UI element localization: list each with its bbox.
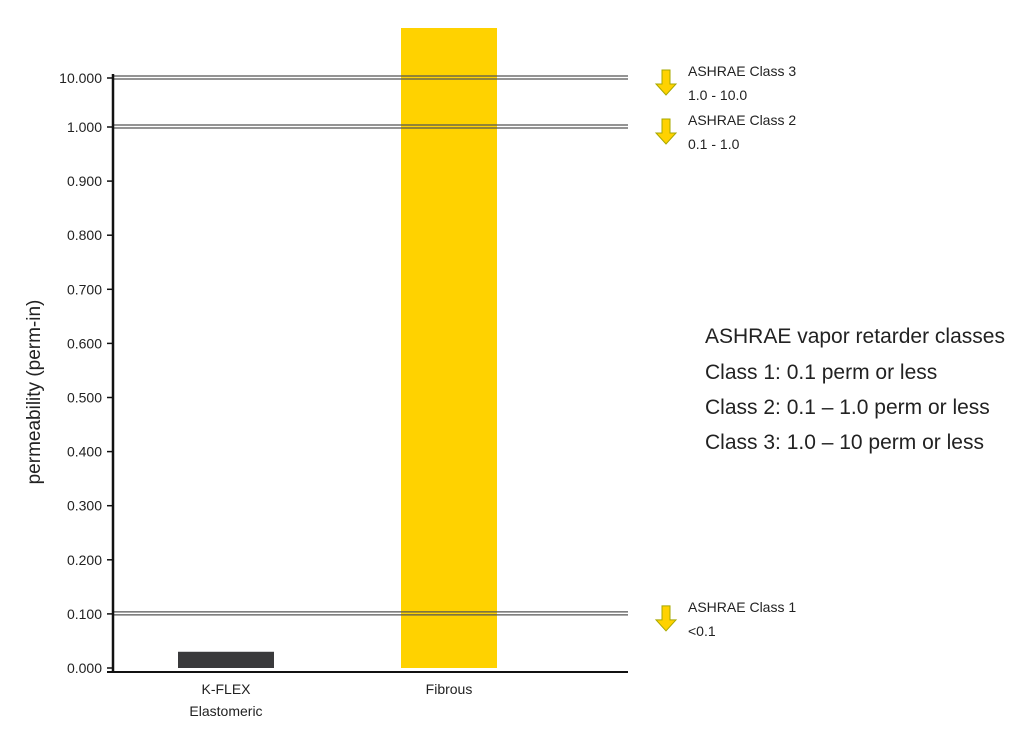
y-tick-label: 0.000 (67, 660, 102, 676)
y-tick-label: 0.900 (67, 173, 102, 189)
bar (178, 651, 274, 668)
bars-layer (178, 28, 497, 668)
y-tick-label: 0.300 (67, 498, 102, 514)
down-arrow-icon (654, 605, 678, 632)
x-tick-label: Elastomeric (189, 703, 262, 719)
y-tick-label: 0.100 (67, 606, 102, 622)
y-tick-label: 0.500 (67, 390, 102, 406)
y-tick-label: 0.400 (67, 444, 102, 460)
notes-line: Class 1: 0.1 perm or less (705, 361, 937, 384)
down-arrow-icon (654, 69, 678, 96)
y-tick-label: 10.000 (59, 70, 102, 86)
axes-layer (107, 74, 628, 673)
y-tick-label: 0.700 (67, 281, 102, 297)
y-tick-label: 1.000 (67, 119, 102, 135)
class-range-label: <0.1 (688, 623, 716, 639)
notes-title: ASHRAE vapor retarder classes (705, 325, 1005, 348)
class-name-label: ASHRAE Class 1 (688, 599, 796, 615)
labels-layer: K-FLEX Elastomeric Fibrous ASHRAE Class 1 <0… (59, 63, 796, 719)
y-tick-label: 0.200 (67, 552, 102, 568)
x-tick-label: Fibrous (426, 681, 473, 697)
class-range-label: 1.0 - 10.0 (688, 87, 747, 103)
x-tick-label: K-FLEX (201, 681, 251, 697)
notes-line: Class 2: 0.1 – 1.0 perm or less (705, 396, 990, 419)
y-tick-label: 0.600 (67, 335, 102, 351)
ashrae-notes: ASHRAE vapor retarder classes Class 1: 0… (705, 325, 1005, 454)
class-name-label: ASHRAE Class 2 (688, 112, 796, 128)
class-range-label: 0.1 - 1.0 (688, 136, 740, 152)
down-arrow-icon (654, 118, 678, 145)
y-tick-label: 0.800 (67, 227, 102, 243)
reference-lines-layer (113, 69, 678, 632)
bar (401, 28, 497, 668)
notes-line: Class 3: 1.0 – 10 perm or less (705, 431, 984, 454)
y-axis-title: permeability (perm-in) (24, 300, 45, 485)
class-name-label: ASHRAE Class 3 (688, 63, 796, 79)
